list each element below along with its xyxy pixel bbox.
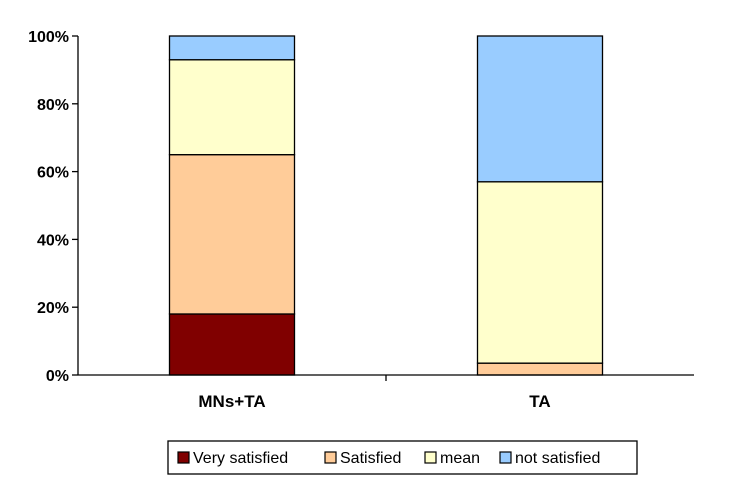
y-tick-label: 100%	[28, 29, 69, 46]
legend-swatch	[499, 451, 512, 464]
bar-segment-very-satisfied-0	[168, 313, 296, 376]
y-tick-label: 0%	[46, 368, 69, 385]
bars	[168, 35, 604, 376]
legend-swatch	[324, 451, 337, 464]
legend-label: mean	[440, 450, 480, 467]
legend-box	[167, 440, 638, 475]
x-category-label: MNs+TA	[198, 392, 265, 411]
y-tick-label: 80%	[37, 97, 69, 114]
bar-segment-mean-1	[476, 181, 604, 364]
legend-swatch	[424, 451, 437, 464]
bar-segment-mean-0	[168, 59, 296, 156]
legend-label: Satisfied	[340, 450, 401, 467]
bar-segment-satisfied-1	[476, 362, 604, 376]
y-tick-label: 40%	[37, 232, 69, 249]
legend-swatch	[177, 451, 190, 464]
legend-label: Very satisfied	[193, 450, 288, 467]
legend-label: not satisfied	[515, 450, 600, 467]
bar-segment-not-satisfied-0	[168, 35, 296, 61]
bar-segment-not-satisfied-1	[476, 35, 604, 183]
y-tick-label: 60%	[37, 165, 69, 182]
x-axis-categories: MNs+TA TA	[198, 375, 551, 411]
x-category-label: TA	[529, 392, 550, 411]
legend: Very satisfied Satisfied mean not satisfied	[167, 440, 638, 475]
y-tick-label: 20%	[37, 300, 69, 317]
y-axis-ticks: 0% 20% 40% 60% 80% 100%	[28, 29, 78, 385]
bar-segment-satisfied-0	[168, 153, 296, 315]
